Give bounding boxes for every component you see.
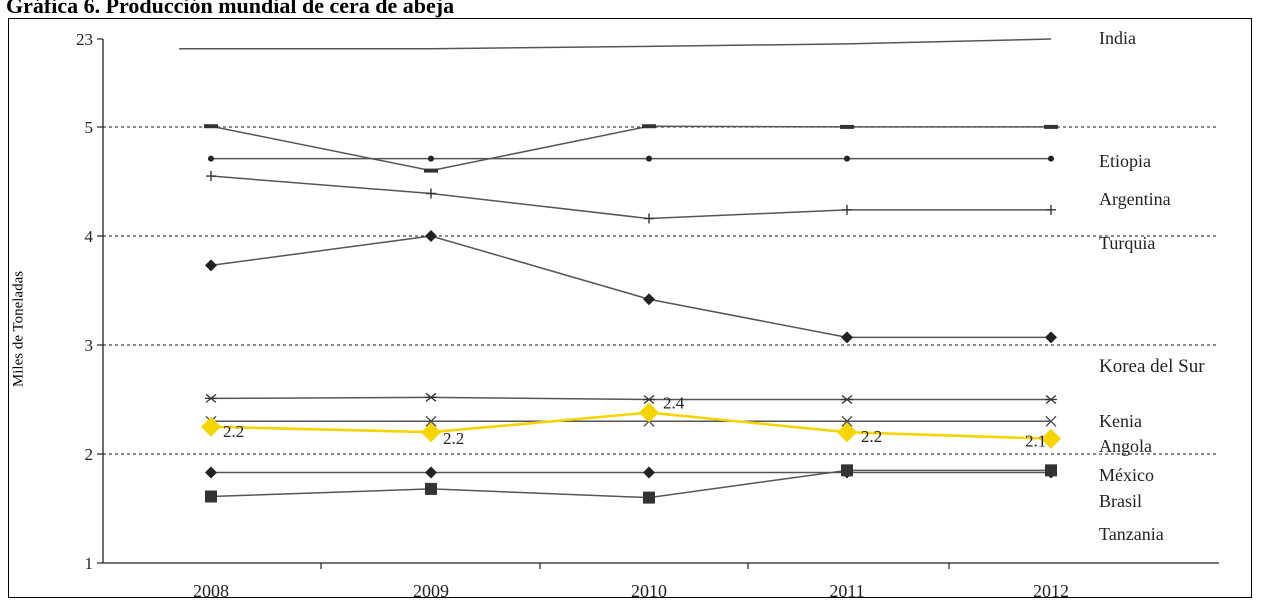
marker-m-xico-2010	[639, 402, 659, 423]
x-tick-label-2011: 2011	[829, 581, 864, 598]
marker-turquia-2008	[206, 171, 216, 182]
y-tick-label-4: 4	[85, 227, 94, 246]
marker-brasil-2008	[205, 466, 217, 479]
legend-label-kenia: Kenia	[1099, 411, 1142, 431]
series-line-turquia	[210, 175, 1051, 220]
marker-kenia-2012	[1045, 394, 1057, 405]
marker-argentina-2011	[844, 155, 850, 162]
marker-argentina-2010	[646, 155, 652, 162]
marker-tanzania-2012	[1045, 464, 1057, 477]
legend-label-m-xico: México	[1099, 465, 1154, 485]
marker-brasil-2009	[425, 466, 437, 479]
marker-korea-del-sur-2010	[643, 293, 655, 306]
marker-m-xico-2009	[421, 422, 441, 443]
marker-kenia-2010	[643, 394, 655, 405]
marker-tanzania-2010	[643, 491, 655, 504]
legend-label-etiopia: Etiopia	[1099, 151, 1151, 171]
legend-label-india: India	[1099, 28, 1136, 48]
x-tick-label-2008: 2008	[193, 581, 229, 598]
marker-tanzania-2009	[425, 482, 437, 495]
data-label-m-xico-2010: 2.4	[663, 394, 685, 413]
series-line-tanzania	[210, 469, 1051, 499]
marker-tanzania-2011	[841, 464, 853, 477]
series-line-etiopia	[210, 125, 1051, 172]
marker-etiopia-2008	[204, 124, 218, 129]
y-tick-label-3: 3	[85, 336, 94, 355]
data-label-m-xico-2011: 2.2	[861, 427, 882, 446]
x-tick-label-2009: 2009	[413, 581, 449, 598]
series-line-korea-del-sur	[210, 235, 1051, 339]
data-label-m-xico-2009: 2.2	[443, 429, 464, 448]
marker-korea-del-sur-2009	[425, 230, 437, 242]
marker-kenia-2008	[205, 393, 217, 403]
y-axis-label: Miles de Toneladas	[10, 270, 27, 388]
x-tick-label-2010: 2010	[631, 581, 667, 598]
marker-tanzania-2008	[205, 490, 217, 503]
legend-label-brasil: Brasil	[1099, 491, 1142, 511]
marker-kenia-2009	[425, 392, 437, 402]
y-tick-label-1: 1	[85, 554, 94, 573]
legend-label-turquia: Turquia	[1099, 233, 1155, 253]
y-tick-label-5: 5	[85, 118, 94, 137]
chart-frame: 1 2 3 4 5 23 2008 2009 2010 2011 2012 India Etiopia A…	[8, 18, 1252, 598]
page-title: Gráfica 6. Producción mundial de cera de…	[6, 0, 455, 18]
marker-argentina-2008	[208, 155, 214, 162]
marker-m-xico-2011	[837, 422, 857, 443]
marker-m-xico-2008	[201, 416, 221, 437]
data-label-m-xico-2008: 2.2	[223, 422, 244, 441]
marker-korea-del-sur-2008	[205, 259, 217, 272]
marker-etiopia-2012	[1044, 124, 1058, 129]
legend-label-korea-del-sur: Korea del Sur	[1099, 356, 1205, 377]
marker-etiopia-2009	[424, 168, 438, 173]
marker-turquia-2009	[426, 188, 436, 199]
y-tick-label-2: 2	[85, 445, 94, 464]
marker-angola-2011	[841, 415, 853, 427]
marker-m-xico-2012	[1041, 428, 1061, 449]
series-line-kenia	[210, 396, 1051, 401]
legend-label-argentina: Argentina	[1099, 189, 1171, 209]
marker-turquia-2012	[1046, 204, 1056, 215]
marker-korea-del-sur-2012	[1045, 331, 1057, 344]
marker-korea-del-sur-2011	[841, 331, 853, 344]
legend-label-angola: Angola	[1099, 436, 1152, 456]
marker-etiopia-2010	[642, 124, 656, 129]
marker-angola-2009	[425, 415, 437, 427]
marker-kenia-2011	[841, 394, 853, 405]
marker-argentina-2009	[428, 155, 434, 162]
marker-turquia-2010	[644, 213, 654, 224]
marker-angola-2012	[1045, 415, 1057, 427]
marker-etiopia-2011	[840, 124, 854, 129]
marker-argentina-2012	[1048, 155, 1054, 162]
x-tick-label-2012: 2012	[1033, 581, 1069, 598]
marker-brasil-2010	[643, 466, 655, 479]
legend-label-tanzania: Tanzania	[1099, 524, 1164, 544]
series-line-m-xico	[210, 411, 1052, 441]
marker-turquia-2011	[842, 204, 852, 215]
series-line-india	[179, 38, 1052, 50]
y-tick-label-23: 23	[76, 30, 93, 49]
data-label-m-xico-2012: 2.1	[1025, 432, 1046, 451]
